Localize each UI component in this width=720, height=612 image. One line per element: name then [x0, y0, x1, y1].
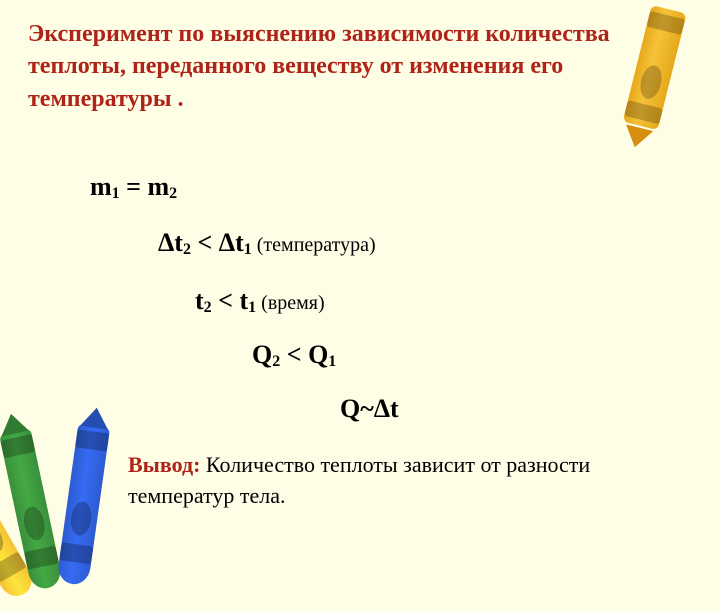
conclusion-text: Вывод: Количество теплоты зависит от раз…: [128, 450, 668, 512]
formula-time: t2 < t1 (время): [195, 286, 325, 316]
formula-heat: Q2 < Q1: [252, 340, 336, 370]
crayon-cluster-icon: [0, 400, 150, 580]
formula-proportional: Q~Δt: [340, 394, 399, 424]
slide-title: Эксперимент по выяснению зависимости кол…: [28, 18, 648, 115]
formula-mass-eq: m1 = m2: [90, 172, 177, 202]
formula-delta-t: Δt2 < Δt1 (температура): [158, 228, 376, 258]
